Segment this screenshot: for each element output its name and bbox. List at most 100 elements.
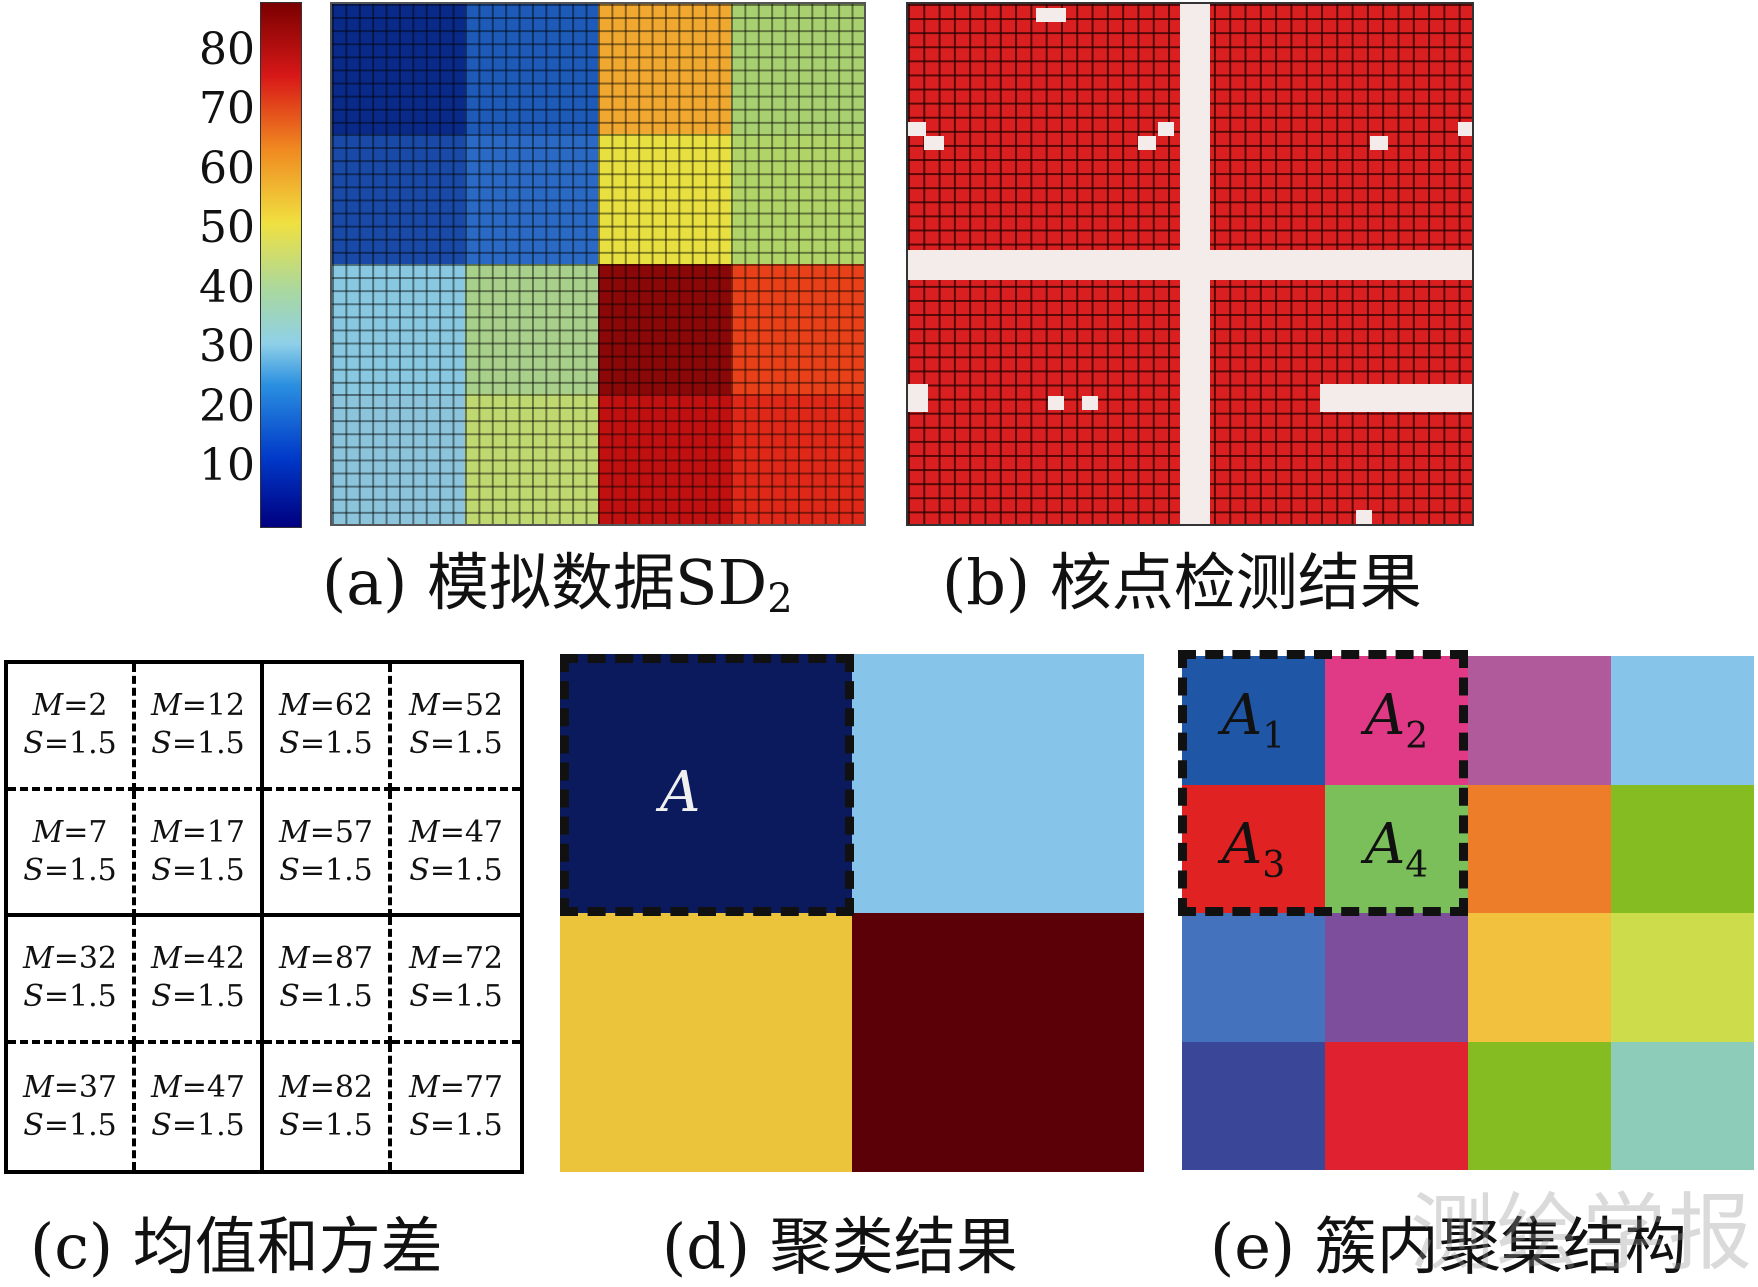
subcluster-cell [1468, 913, 1611, 1042]
std-value: S=1.5 [409, 726, 503, 762]
mean-value: M=12 [150, 688, 246, 724]
noise-point-region [908, 250, 1472, 280]
noise-point-region [1036, 8, 1066, 22]
mean-variance-table: M=2 S=1.5 M=12 S=1.5 M=62 S=1.5 M=52 S=1.5 M=7 S=… [4, 660, 524, 1174]
subcluster-cell: A3 [1182, 784, 1325, 913]
subcluster-cell [1611, 656, 1754, 785]
subcluster-cell [1325, 1041, 1468, 1170]
noise-point-region [1158, 122, 1174, 136]
cluster-region [560, 913, 852, 1172]
cluster-region [560, 654, 852, 913]
caption-e: (e) 簇内聚集结构 [1210, 1210, 1687, 1283]
heatmap-block [598, 394, 731, 524]
std-value: S=1.5 [151, 1107, 245, 1143]
mean-value: M=17 [150, 814, 246, 850]
heatmap-block [731, 134, 864, 264]
std-value: S=1.5 [151, 979, 245, 1015]
subcluster-outline [1178, 650, 1468, 916]
subcluster-cell [1611, 1041, 1754, 1170]
heatmap-block [731, 394, 864, 524]
heatmap-block [598, 264, 731, 394]
noise-point-region [908, 122, 926, 136]
heatmap-block [731, 4, 864, 134]
subcluster-cell [1468, 784, 1611, 913]
mean-value: M=72 [408, 941, 504, 977]
mean-value: M=52 [408, 688, 504, 724]
heatmap-block [332, 4, 465, 134]
colorbar-tick-label: 30 [199, 321, 255, 373]
colorbar-tick-label: 10 [199, 440, 255, 492]
subcluster-label: A1 [1221, 683, 1286, 758]
colorbar-tick-label: 70 [199, 83, 255, 135]
clustering-result [560, 654, 1144, 1172]
caption-c: (c) 均值和方差 [30, 1210, 443, 1283]
noise-point-region [1138, 136, 1156, 150]
std-value: S=1.5 [23, 1107, 117, 1143]
mean-value: M=87 [278, 941, 374, 977]
heatmap-block [332, 264, 465, 394]
std-value: S=1.5 [279, 1107, 373, 1143]
mean-value: M=42 [150, 941, 246, 977]
mean-variance-cell: M=12 S=1.5 [136, 664, 264, 791]
subcluster-cell [1182, 913, 1325, 1042]
colorbar-tick-label: 50 [199, 202, 255, 254]
std-value: S=1.5 [23, 852, 117, 888]
mean-value: M=62 [278, 688, 374, 724]
heatmap-block [731, 264, 864, 394]
std-value: S=1.5 [409, 1107, 503, 1143]
heatmap-block [598, 4, 731, 134]
mean-variance-cell: M=72 S=1.5 [392, 917, 520, 1044]
subcluster-label: A2 [1364, 683, 1429, 758]
heatmap-block [598, 134, 731, 264]
std-value: S=1.5 [409, 852, 503, 888]
colorbar [260, 2, 302, 528]
std-value: S=1.5 [279, 979, 373, 1015]
mean-variance-cell: M=42 S=1.5 [136, 917, 264, 1044]
noise-point-region [908, 384, 928, 412]
std-value: S=1.5 [409, 979, 503, 1015]
subcluster-cell: A1 [1182, 656, 1325, 785]
mean-value: M=47 [150, 1069, 246, 1105]
std-value: S=1.5 [279, 852, 373, 888]
mean-value: M=32 [22, 941, 118, 977]
colorbar-tick-label: 80 [199, 23, 255, 75]
watermark: 测绘学报 [1410, 1184, 1755, 1282]
mean-variance-cell: M=37 S=1.5 [8, 1043, 136, 1170]
noise-point-region [1048, 396, 1064, 410]
subcluster-cell: A4 [1325, 784, 1468, 913]
subcluster-label: A3 [1221, 811, 1286, 886]
mean-variance-cell: M=47 S=1.5 [136, 1043, 264, 1170]
noise-point-region [1370, 136, 1388, 150]
mean-variance-cell: M=77 S=1.5 [392, 1044, 520, 1171]
intra-cluster-structure: A1 A2 A3 A4 [1182, 656, 1754, 1170]
mean-variance-cell: M=2 S=1.5 [8, 664, 136, 791]
mean-variance-cell: M=47 S=1.5 [392, 791, 520, 917]
mean-value: M=47 [408, 814, 504, 850]
subcluster-cell [1325, 913, 1468, 1042]
noise-point-region [1458, 122, 1472, 136]
subcluster-cell [1468, 1041, 1611, 1170]
noise-point-region [1082, 396, 1098, 410]
mean-variance-cell: M=52 S=1.5 [392, 664, 520, 791]
std-value: S=1.5 [23, 979, 117, 1015]
mean-value: M=77 [408, 1069, 504, 1105]
std-value: S=1.5 [23, 726, 117, 762]
mean-variance-cell: M=62 S=1.5 [264, 664, 392, 791]
heatmap-block [465, 264, 598, 394]
mean-variance-cell: M=17 S=1.5 [136, 790, 264, 917]
std-value: S=1.5 [151, 852, 245, 888]
subcluster-cell [1182, 1041, 1325, 1170]
heatmap-block [332, 134, 465, 264]
subcluster-label: A4 [1364, 811, 1429, 886]
mean-variance-cell: M=32 S=1.5 [8, 917, 136, 1044]
noise-point-region [924, 136, 944, 150]
colorbar-tick-label: 40 [199, 261, 255, 313]
std-value: S=1.5 [151, 726, 245, 762]
heatmap-block [465, 4, 598, 134]
mean-value: M=7 [32, 814, 108, 850]
subcluster-cell [1611, 784, 1754, 913]
mean-value: M=57 [278, 814, 374, 850]
std-value: S=1.5 [279, 726, 373, 762]
simulated-data-heatmap [330, 2, 866, 526]
cluster-region [852, 913, 1144, 1172]
